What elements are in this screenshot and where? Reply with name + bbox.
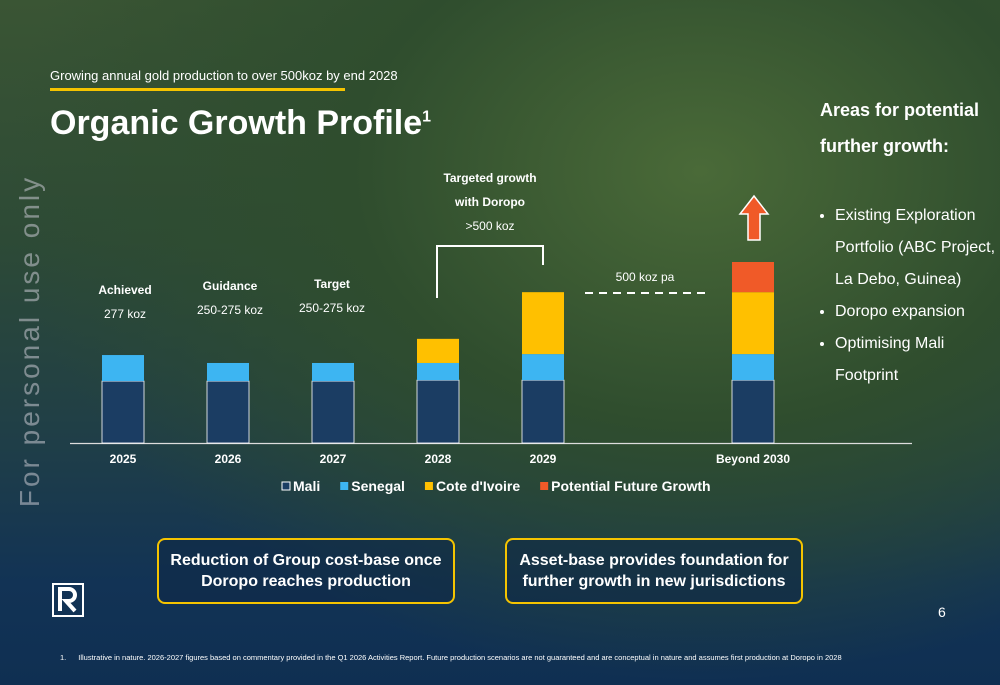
bar-segment	[522, 292, 564, 355]
legend-swatch	[340, 482, 349, 490]
title-text: Organic Growth Profile	[50, 104, 423, 142]
title: Organic Growth Profile1	[50, 104, 431, 143]
chart: 2025 2026 2027 2028 2029 Beyond 2030 Mali Sene…	[70, 194, 912, 494]
footnote-number: 1.	[60, 653, 67, 662]
bullet: Doropo expansion	[835, 296, 1000, 328]
legend-label: Cote d'Ivoire	[436, 478, 520, 494]
legend-swatch	[540, 482, 549, 490]
legend-label: Potential Future Growth	[551, 478, 710, 494]
annotation-text: >500 koz	[465, 219, 515, 233]
underline	[50, 88, 345, 91]
annotation: 500 koz pa	[615, 270, 675, 284]
annotation-title: Achieved	[98, 283, 152, 297]
legend-swatch	[281, 481, 291, 491]
annotation-title: Target	[314, 277, 350, 291]
bullet: Existing Exploration Portfolio (ABC Proj…	[835, 200, 1000, 296]
bar-segment	[732, 262, 774, 293]
annotation-text: 277 koz	[103, 307, 147, 321]
growth-arrow	[738, 194, 770, 241]
x-tick-label: 2027	[320, 452, 347, 466]
x-tick-label: 2026	[215, 452, 242, 466]
bar-segment	[731, 379, 775, 444]
sidebar-list: Existing Exploration Portfolio (ABC Proj…	[815, 200, 1000, 392]
bar-segment	[416, 379, 460, 444]
bar-segment	[521, 379, 565, 444]
bar-segment	[417, 362, 459, 381]
sidebar-heading: Areas for potential further growth:	[820, 100, 980, 156]
footnote: 1. Illustrative in nature. 2026-2027 figu…	[60, 653, 842, 662]
bar-segment	[207, 362, 249, 382]
legend-swatch	[424, 482, 433, 490]
x-tick-label: 2028	[425, 452, 452, 466]
bar-segment	[102, 355, 144, 382]
bars: 2025 2026 2027 2028 2029 Beyond 2030	[101, 262, 790, 466]
bar-segment	[732, 354, 774, 381]
logo	[52, 583, 84, 617]
bar-segment	[522, 354, 564, 381]
callout-box: Reduction of Group cost-base once Doropo…	[157, 538, 455, 604]
annotation: Targeted growth with Doropo >500 koz	[430, 166, 550, 238]
legend: Mali Senegal Cote d'Ivoire Potential Future…	[281, 478, 711, 494]
x-tick-label: 2025	[110, 452, 137, 466]
bar-segment	[311, 380, 355, 444]
annotation-text: 250-275 koz	[298, 301, 366, 315]
footnote-text: Illustrative in nature. 2026-2027 figure…	[78, 653, 842, 662]
annotation-title: Targeted growth with Doropo	[443, 171, 537, 209]
annotation-text: 250-275 koz	[196, 303, 264, 317]
annotation-title: Guidance	[202, 279, 258, 293]
bar-segment	[732, 292, 774, 355]
page-number: 6	[938, 604, 946, 620]
title-sup: 1	[422, 108, 432, 126]
annotation: Achieved 277 koz	[80, 278, 170, 326]
bar-segment	[101, 380, 145, 444]
bullet: Optimising Mali Footprint	[835, 328, 1000, 392]
x-tick-label: 2029	[530, 452, 557, 466]
annotation: Target 250-275 koz	[297, 272, 367, 320]
annotation: Guidance 250-275 koz	[195, 274, 265, 322]
bracket	[436, 245, 544, 298]
bar-segment	[312, 362, 354, 382]
bar-segment	[206, 380, 250, 444]
subtitle: Growing annual gold production to over 5…	[50, 68, 398, 83]
callout-box: Asset-base provides foundation for furth…	[505, 538, 803, 604]
legend-label: Mali	[293, 478, 320, 494]
legend-label: Senegal	[351, 478, 405, 494]
x-tick-label: Beyond 2030	[716, 452, 790, 466]
bar-segment	[417, 338, 459, 363]
